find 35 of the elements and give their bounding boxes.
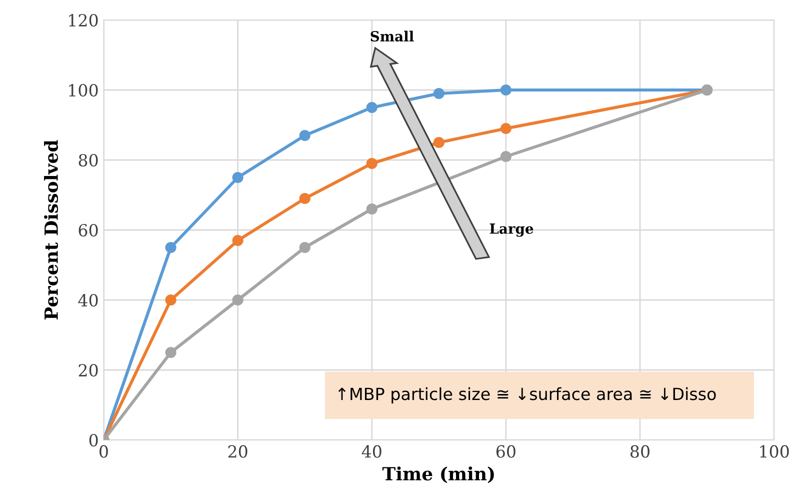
point (500, 122, 512, 134)
x-tick-label: 80 (630, 445, 650, 458)
point (366, 158, 378, 170)
point (366, 203, 378, 215)
y-tick-label: 40 (78, 294, 98, 307)
point (500, 150, 512, 162)
y-axis-title: Percent Dissolved (44, 140, 58, 320)
point (500, 84, 512, 96)
y-tick-label: 0 (89, 434, 98, 447)
x-tick-label: 40 (362, 445, 382, 458)
x-tick-label: 60 (496, 445, 516, 458)
point (232, 294, 244, 306)
annotation: Small (370, 30, 414, 42)
y-tick-label: 20 (78, 364, 98, 377)
annotation: ↑MBP particle size ≅ ↓surface area ≅ ↓Disso (338, 387, 716, 404)
point (433, 88, 444, 100)
y-tick-label: 120 (69, 14, 98, 27)
point (165, 294, 176, 306)
y-tick-label: 60 (78, 224, 98, 237)
point (299, 130, 310, 142)
point (232, 234, 244, 246)
point (299, 242, 310, 254)
point (366, 102, 378, 114)
point (232, 172, 244, 184)
point (165, 242, 176, 254)
point (433, 136, 444, 148)
x-tick-label: 0 (100, 445, 108, 458)
point (299, 192, 310, 204)
point (165, 346, 176, 358)
y-tick-label: 80 (78, 154, 98, 167)
annotation: Large (490, 224, 534, 237)
x-tick-label: 20 (228, 445, 248, 458)
x-tick-label: 100 (760, 445, 789, 458)
y-tick-label: 100 (69, 84, 98, 97)
x-axis-title: Time (min) (382, 466, 494, 484)
